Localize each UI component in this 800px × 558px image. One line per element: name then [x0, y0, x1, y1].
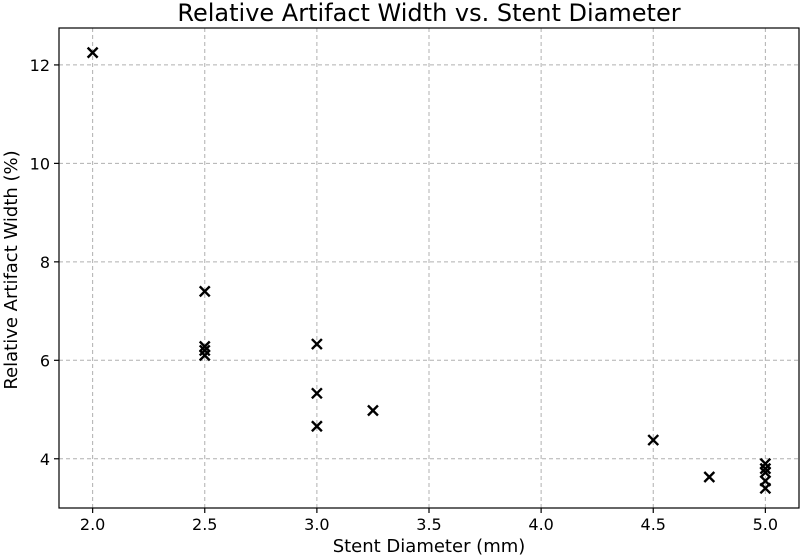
x-tick-label: 3.0	[304, 515, 329, 534]
x-tick-label: 4.5	[641, 515, 666, 534]
x-tick-label: 2.5	[192, 515, 217, 534]
data-point	[311, 387, 323, 400]
data-point	[647, 434, 660, 446]
y-axis-label: Relative Artifact Width (%)	[1, 150, 22, 389]
y-tick-label: 6	[40, 351, 50, 370]
data-point	[759, 462, 772, 475]
data-point	[759, 457, 772, 470]
data-point	[311, 338, 323, 350]
plot-frame	[58, 27, 800, 509]
data-points	[86, 46, 772, 495]
chart-title: Relative Artifact Width vs. Stent Diamet…	[177, 0, 680, 27]
x-axis-label: Stent Diameter (mm)	[333, 536, 526, 557]
data-point	[198, 285, 211, 298]
x-tick-label: 5.0	[753, 515, 778, 534]
data-point	[198, 340, 211, 353]
x-tick-label: 2.0	[80, 515, 105, 534]
x-tick-label: 4.0	[528, 515, 553, 534]
y-tick-label: 4	[40, 450, 50, 469]
data-point	[198, 349, 211, 362]
data-point	[759, 482, 772, 495]
data-point	[311, 420, 323, 433]
data-point	[86, 46, 99, 59]
grid-lines	[59, 28, 799, 508]
y-tick-label: 10	[30, 154, 50, 173]
x-tick-label: 3.5	[416, 515, 441, 534]
axis-ticks: 2.0 2.5 3.0 3.5 4.0 4.5 5.0 4 6 8 10 12	[30, 56, 778, 534]
data-point	[367, 404, 379, 417]
data-point	[198, 344, 211, 357]
data-point	[759, 466, 772, 479]
y-tick-label: 12	[30, 56, 50, 75]
data-point	[703, 471, 716, 483]
y-tick-label: 8	[40, 253, 50, 272]
